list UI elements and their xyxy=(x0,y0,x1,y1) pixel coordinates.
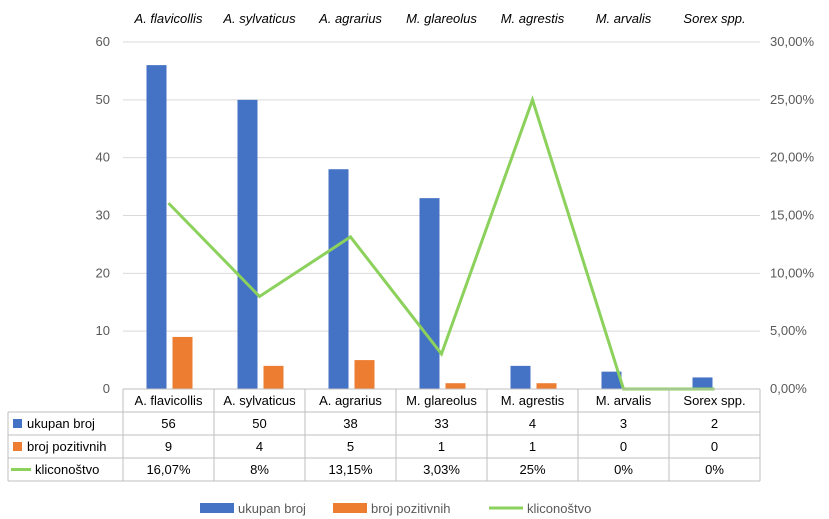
bar-broj-pozitivnih xyxy=(536,383,557,389)
table-value-cell: 50 xyxy=(252,416,266,431)
table-value-cell: 5 xyxy=(347,439,354,454)
table-value-cell: 25% xyxy=(519,462,545,477)
top-category-labels: A. flavicollis A. sylvaticus A. agrarius M.… xyxy=(134,11,746,26)
table-row-label: kliconoštvo xyxy=(35,462,99,477)
right-tick-label: 25,00% xyxy=(770,92,815,107)
table-header-cell: M. arvalis xyxy=(596,393,652,408)
bar-ukupan-broj xyxy=(146,65,167,389)
table-value-cell: 8% xyxy=(250,462,269,477)
top-category-label: A. sylvaticus xyxy=(222,11,296,26)
bar-ukupan-broj xyxy=(510,365,531,389)
bar-ukupan-broj xyxy=(328,169,349,389)
bar-broj-pozitivnih xyxy=(354,360,375,389)
bar-ukupan-broj xyxy=(692,377,713,389)
table-header-cell: A. agrarius xyxy=(319,393,382,408)
table-value-cell: 13,15% xyxy=(328,462,373,477)
left-tick-label: 20 xyxy=(96,265,110,280)
bars xyxy=(146,65,713,389)
bar-ukupan-broj xyxy=(601,371,622,389)
bar-broj-pozitivnih xyxy=(263,365,284,389)
right-tick-label: 5,00% xyxy=(770,323,807,338)
left-tick-label: 50 xyxy=(96,92,110,107)
table-legend-key xyxy=(13,419,22,428)
table-value-cell: 4 xyxy=(256,439,263,454)
legend: ukupan broj broj pozitivnih kliconoštvo xyxy=(200,501,591,516)
top-category-label: M. glareolus xyxy=(406,11,477,26)
table-header-cell: M. agrestis xyxy=(501,393,565,408)
legend-key xyxy=(200,503,234,513)
table-value-cell: 1 xyxy=(438,439,445,454)
right-tick-label: 0,00% xyxy=(770,381,807,396)
table-value-cell: 2 xyxy=(711,416,718,431)
bar-ukupan-broj xyxy=(419,198,440,389)
table-value-cell: 0 xyxy=(620,439,627,454)
left-tick-label: 10 xyxy=(96,323,110,338)
left-tick-label: 60 xyxy=(96,34,110,49)
left-tick-label: 40 xyxy=(96,150,110,165)
top-category-label: M. arvalis xyxy=(596,11,652,26)
top-category-label: A. agrarius xyxy=(318,11,382,26)
table-value-cell: 3,03% xyxy=(423,462,460,477)
table-value-cell: 0% xyxy=(705,462,724,477)
top-category-label: M. agrestis xyxy=(501,11,565,26)
table-row-label: broj pozitivnih xyxy=(27,439,107,454)
data-table: A. flavicollis A. sylvaticus A. agrarius M.… xyxy=(7,388,761,482)
table-header-cell: Sorex spp. xyxy=(683,393,745,408)
bar-ukupan-broj xyxy=(237,99,258,389)
bar-broj-pozitivnih xyxy=(445,383,466,389)
table-value-cell: 3 xyxy=(620,416,627,431)
left-tick-label: 30 xyxy=(96,208,110,223)
table-value-cell: 9 xyxy=(165,439,172,454)
gridlines xyxy=(123,41,760,390)
right-axis-ticks: 0,00% 5,00% 10,00% 15,00% 20,00% 25,00% 30,00% xyxy=(770,34,815,396)
table-value-cell: 16,07% xyxy=(146,462,191,477)
table-header-cell: M. glareolus xyxy=(406,393,477,408)
table-row-label: ukupan broj xyxy=(27,416,95,431)
legend-label: broj pozitivnih xyxy=(371,501,451,516)
right-tick-label: 10,00% xyxy=(770,265,815,280)
table-value-cell: 0 xyxy=(711,439,718,454)
right-tick-label: 20,00% xyxy=(770,150,815,165)
top-category-label: Sorex spp. xyxy=(683,11,745,26)
right-tick-label: 30,00% xyxy=(770,34,815,49)
table-header-cell: A. flavicollis xyxy=(135,393,203,408)
bar-broj-pozitivnih xyxy=(172,336,193,389)
table-value-cell: 38 xyxy=(343,416,357,431)
table-value-cell: 0% xyxy=(614,462,633,477)
right-tick-label: 15,00% xyxy=(770,208,815,223)
top-category-label: A. flavicollis xyxy=(134,11,203,26)
legend-key xyxy=(333,503,367,513)
table-header-cell: A. sylvaticus xyxy=(223,393,296,408)
table-value-cell: 4 xyxy=(529,416,536,431)
table-legend-key xyxy=(13,442,22,451)
table-value-cell: 1 xyxy=(529,439,536,454)
left-tick-label: 0 xyxy=(103,381,110,396)
table-value-cell: 56 xyxy=(161,416,175,431)
left-axis-ticks: 0 10 20 30 40 50 60 xyxy=(96,34,110,396)
table-value-cell: 33 xyxy=(434,416,448,431)
legend-label: ukupan broj xyxy=(238,501,306,516)
legend-label: kliconoštvo xyxy=(527,501,591,516)
